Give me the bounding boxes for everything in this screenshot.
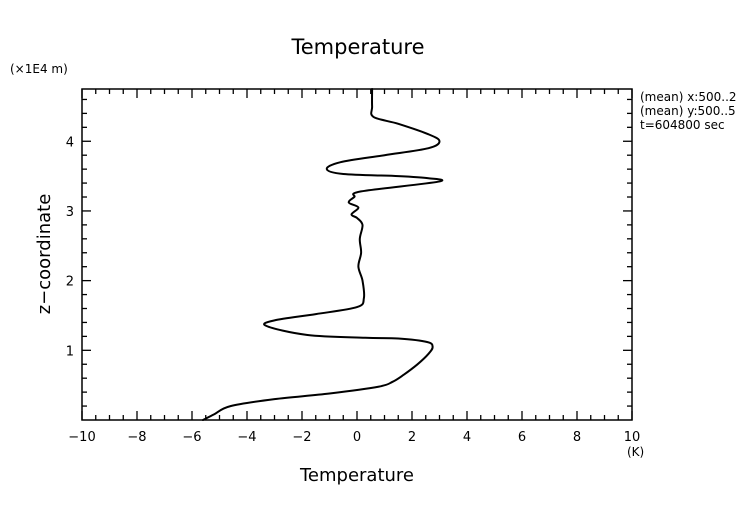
temperature-line xyxy=(202,88,444,421)
x-tick-label: −4 xyxy=(237,430,256,445)
axis-ticks xyxy=(81,89,633,420)
x-unit-label: (K) xyxy=(627,445,644,459)
x-tick-labels: −10 −8 −6 −4 −2 0 2 4 6 8 10 xyxy=(68,430,640,445)
y-unit-label: (×1E4 m) xyxy=(10,62,68,76)
x-tick-label: 6 xyxy=(518,430,526,445)
x-tick-label: −10 xyxy=(68,430,95,445)
x-tick-label: 4 xyxy=(463,430,471,445)
y-tick-label: 1 xyxy=(66,344,74,359)
x-tick-label: 0 xyxy=(353,430,361,445)
x-axis-title: Temperature xyxy=(299,465,414,486)
y-tick-labels: 1 2 3 4 xyxy=(66,135,74,359)
x-tick-label: −2 xyxy=(292,430,311,445)
x-tick-label: 2 xyxy=(408,430,416,445)
plot-frame xyxy=(81,88,633,421)
x-tick-label: 10 xyxy=(624,430,641,445)
x-tick-label: −8 xyxy=(127,430,146,445)
x-tick-label: −6 xyxy=(182,430,201,445)
annotation-mean-y: (mean) y:500..5 xyxy=(640,104,736,118)
chart-title: Temperature xyxy=(290,35,424,59)
y-tick-label: 3 xyxy=(66,205,74,220)
annotation-mean-x: (mean) x:500..2 xyxy=(640,90,737,104)
x-tick-label: 8 xyxy=(573,430,581,445)
info-annotations: (mean) x:500..2 (mean) y:500..5 t=604800… xyxy=(640,90,737,132)
y-axis-title: z−coordinate xyxy=(34,194,55,315)
y-tick-label: 2 xyxy=(66,275,74,290)
annotation-time: t=604800 sec xyxy=(640,118,725,132)
y-tick-label: 4 xyxy=(66,135,74,150)
